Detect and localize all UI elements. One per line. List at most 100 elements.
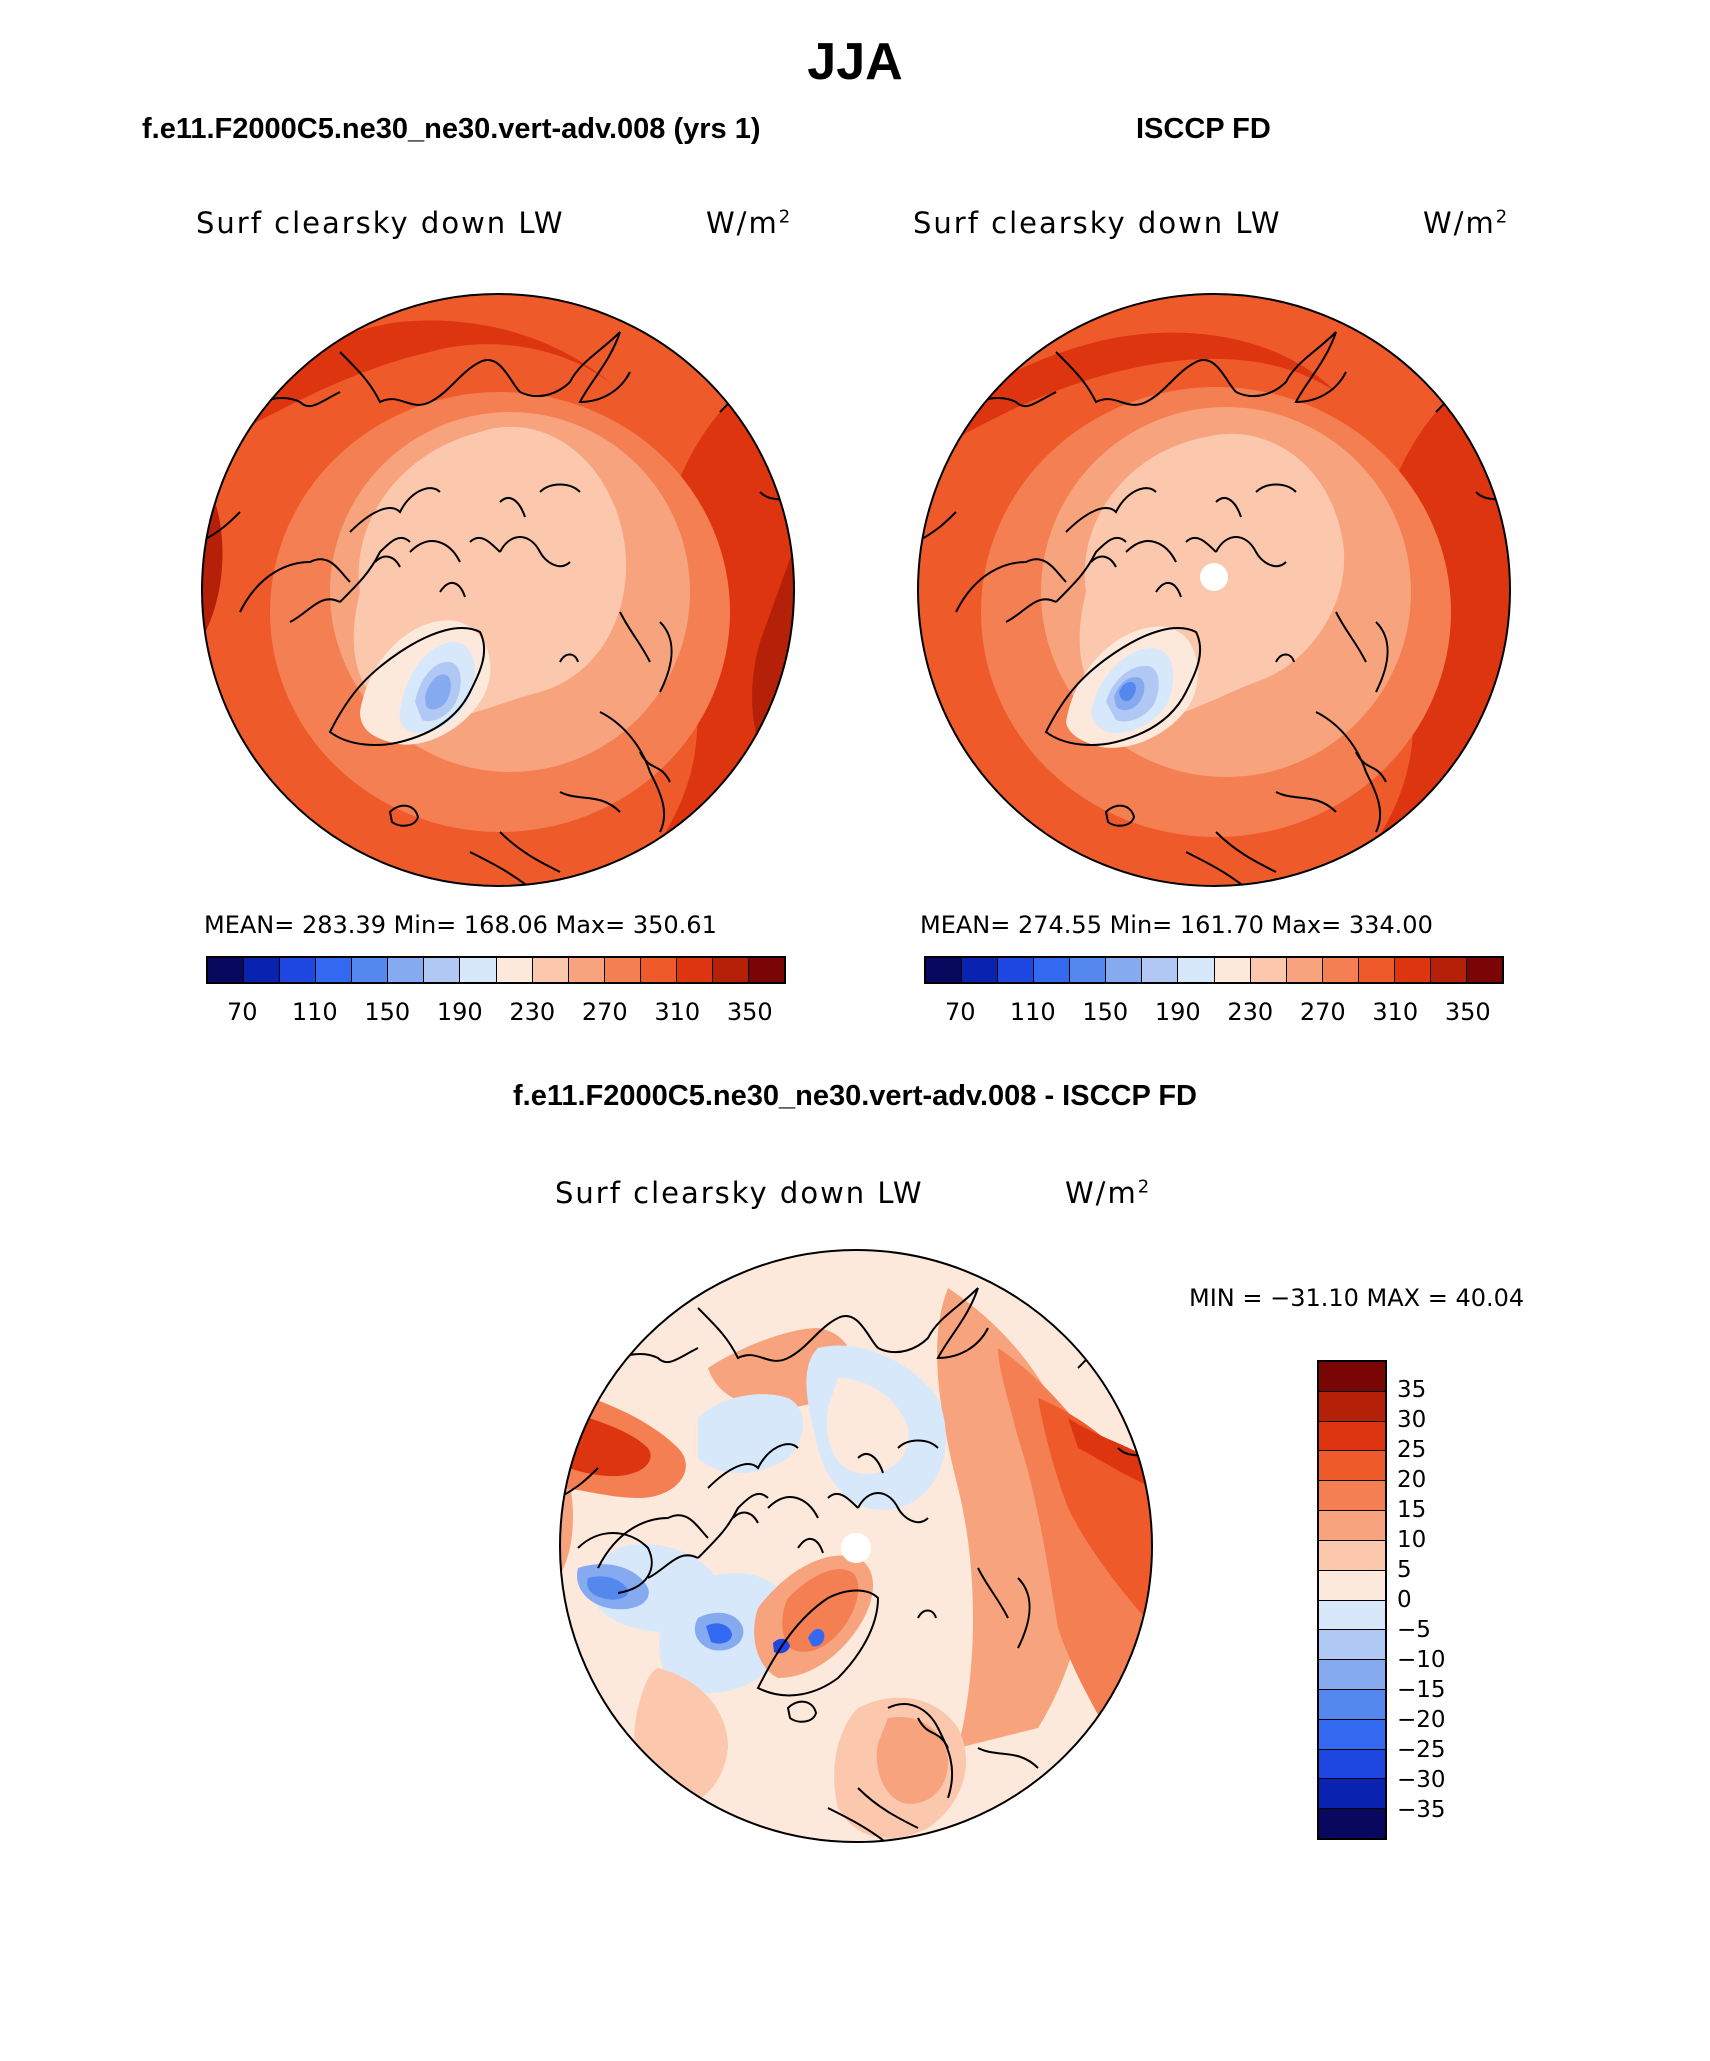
colorbar-tick-label: 150	[364, 998, 411, 1026]
colorbar-tick-label: 350	[726, 998, 773, 1026]
colorbar-tick-label: 150	[1082, 998, 1129, 1026]
colorbar-swatch	[1319, 1570, 1385, 1601]
colorbar-swatch	[1319, 1689, 1385, 1720]
colorbar-swatch	[1214, 958, 1251, 982]
colorbar-swatch	[1319, 1719, 1385, 1750]
panel-1-stats: MEAN= 283.39 Min= 168.06 Max= 350.61	[204, 911, 717, 939]
colorbar-tick-label: 190	[1154, 998, 1201, 1026]
colorbar-swatch	[998, 958, 1035, 982]
colorbar-tick-label: 70	[226, 998, 258, 1026]
colorbar-swatch	[1322, 958, 1359, 982]
colorbar-swatch	[1466, 958, 1502, 982]
colorbar-swatch	[1319, 1421, 1385, 1452]
panel-2-stats: MEAN= 274.55 Min= 161.70 Max= 334.00	[920, 911, 1433, 939]
panel-1-units-label: W/m2	[706, 206, 793, 240]
colorbar-swatch	[1319, 1481, 1385, 1512]
colorbar-swatch	[1319, 1391, 1385, 1422]
panel-2-colorbar	[924, 956, 1504, 984]
colorbar-swatch	[1319, 1660, 1385, 1690]
panel-1-colorbar	[206, 956, 786, 984]
colorbar-swatch	[1250, 958, 1287, 982]
colorbar-swatch	[1319, 1451, 1385, 1482]
colorbar-swatch	[962, 958, 999, 982]
colorbar-swatch	[1178, 958, 1215, 982]
colorbar-tick-label: 35	[1397, 1377, 1427, 1403]
colorbar-tick-label: 310	[654, 998, 701, 1026]
colorbar-swatch	[1142, 958, 1179, 982]
colorbar-swatch	[1430, 958, 1467, 982]
panel-2-units-label: W/m2	[1423, 206, 1510, 240]
diff-colorbar	[1317, 1360, 1387, 1840]
colorbar-swatch	[712, 958, 749, 982]
colorbar-swatch	[1319, 1749, 1385, 1780]
colorbar-swatch	[1070, 958, 1107, 982]
colorbar-swatch	[388, 958, 425, 982]
colorbar-tick-label: 190	[436, 998, 483, 1026]
figure-title: JJA	[807, 33, 903, 91]
colorbar-swatch	[1319, 1511, 1385, 1541]
panel-1-colorbar-ticks: 70 110 150 190 230 270 310 350	[206, 998, 786, 1028]
colorbar-tick-label: −35	[1397, 1797, 1446, 1823]
panel-2-colorbar-ticks: 70 110 150 190 230 270 310 350	[924, 998, 1504, 1028]
colorbar-swatch	[352, 958, 389, 982]
colorbar-tick-label: 350	[1444, 998, 1491, 1026]
colorbar-swatch	[280, 958, 317, 982]
colorbar-swatch	[604, 958, 641, 982]
colorbar-swatch	[316, 958, 353, 982]
colorbar-swatch	[1319, 1600, 1385, 1631]
panel-1-title: f.e11.F2000C5.ne30_ne30.vert-adv.008 (yr…	[142, 113, 761, 145]
diff-colorbar-ticks: 35 30 25 20 15 10 5 0 −5 −10 −15 −20 −25 −30 −35	[1397, 1360, 1477, 1840]
colorbar-swatch	[568, 958, 605, 982]
colorbar-swatch	[1319, 1779, 1385, 1810]
colorbar-swatch	[532, 958, 569, 982]
colorbar-tick-label: −15	[1397, 1677, 1446, 1703]
panel-2-title: ISCCP FD	[1136, 113, 1271, 145]
colorbar-swatch	[1034, 958, 1071, 982]
colorbar-swatch	[1319, 1362, 1385, 1392]
colorbar-swatch	[460, 958, 497, 982]
diff-units-label: W/m2	[1065, 1176, 1152, 1210]
colorbar-swatch	[1319, 1540, 1385, 1571]
colorbar-swatch	[1106, 958, 1143, 982]
colorbar-swatch	[244, 958, 281, 982]
colorbar-tick-label: −30	[1397, 1767, 1446, 1793]
colorbar-tick-label: −5	[1397, 1617, 1431, 1643]
colorbar-tick-label: 5	[1397, 1557, 1412, 1583]
colorbar-swatch	[1319, 1809, 1385, 1838]
colorbar-tick-label: 25	[1397, 1437, 1427, 1463]
panel-1-map	[201, 293, 795, 887]
colorbar-swatch	[424, 958, 461, 982]
colorbar-tick-label: 20	[1397, 1467, 1427, 1493]
colorbar-swatch	[640, 958, 677, 982]
colorbar-tick-label: 15	[1397, 1497, 1427, 1523]
colorbar-tick-label: 230	[509, 998, 556, 1026]
colorbar-tick-label: 110	[1009, 998, 1056, 1026]
diff-panel-title: f.e11.F2000C5.ne30_ne30.vert-adv.008 - I…	[512, 1080, 1197, 1112]
panel-2-map	[917, 293, 1511, 887]
colorbar-swatch	[676, 958, 713, 982]
panel-1-variable-label: Surf clearsky down LW	[196, 206, 565, 240]
colorbar-tick-label: 230	[1227, 998, 1274, 1026]
colorbar-swatch	[496, 958, 533, 982]
panel-2-variable-label: Surf clearsky down LW	[913, 206, 1282, 240]
colorbar-tick-label: 10	[1397, 1527, 1427, 1553]
colorbar-tick-label: 270	[581, 998, 628, 1026]
colorbar-tick-label: 30	[1397, 1407, 1427, 1433]
colorbar-tick-label: −10	[1397, 1647, 1446, 1673]
diff-variable-label: Surf clearsky down LW	[555, 1176, 924, 1210]
colorbar-tick-label: −25	[1397, 1737, 1446, 1763]
colorbar-swatch	[1319, 1630, 1385, 1661]
colorbar-tick-label: 110	[291, 998, 338, 1026]
colorbar-tick-label: −20	[1397, 1707, 1446, 1733]
diff-stats: MIN = −31.10 MAX = 40.04	[1189, 1284, 1525, 1312]
colorbar-tick-label: 270	[1299, 998, 1346, 1026]
colorbar-swatch	[926, 958, 963, 982]
colorbar-tick-label: 70	[944, 998, 976, 1026]
colorbar-swatch	[1394, 958, 1431, 982]
diff-map	[559, 1249, 1153, 1843]
colorbar-swatch	[1286, 958, 1323, 982]
colorbar-tick-label: 0	[1397, 1587, 1412, 1613]
colorbar-swatch	[1358, 958, 1395, 982]
colorbar-swatch	[748, 958, 784, 982]
colorbar-tick-label: 310	[1372, 998, 1419, 1026]
